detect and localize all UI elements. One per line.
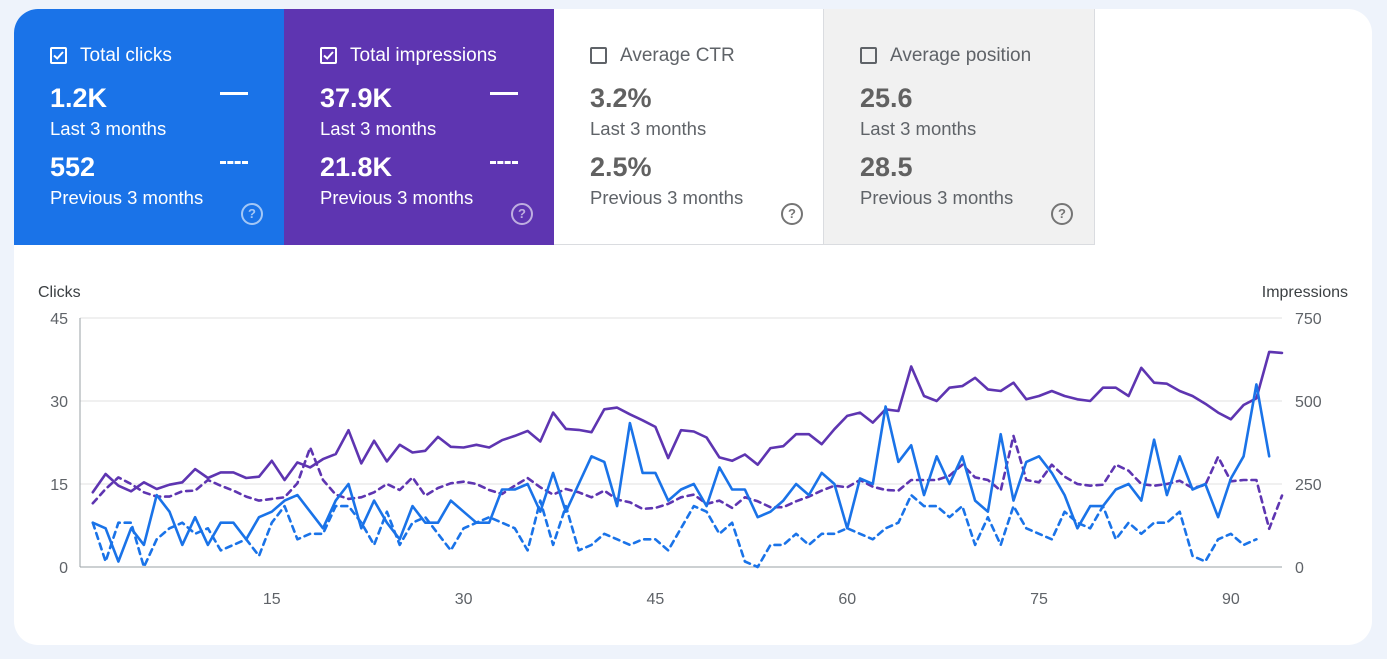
checkbox-average-position[interactable] bbox=[860, 47, 877, 64]
metric-label: Average position bbox=[890, 45, 1032, 66]
right-y-tick-label: 250 bbox=[1295, 477, 1322, 494]
metric-current-value: 1.2K bbox=[50, 83, 108, 113]
metric-current-period: Last 3 months bbox=[860, 118, 977, 139]
right-axis-title: Impressions bbox=[1261, 284, 1348, 301]
x-tick-label: 30 bbox=[455, 591, 473, 608]
left-y-tick-label: 45 bbox=[50, 311, 68, 328]
left-axis-title: Clicks bbox=[38, 284, 81, 301]
right-y-tick-label: 0 bbox=[1295, 560, 1304, 577]
metric-previous-value: 21.8K bbox=[320, 152, 393, 182]
right-y-tick-label: 500 bbox=[1295, 394, 1322, 411]
x-tick-label: 45 bbox=[647, 591, 665, 608]
series-line-2 bbox=[91, 383, 1271, 563]
series-line-1 bbox=[91, 434, 1284, 531]
check-icon bbox=[53, 51, 64, 60]
metric-previous-period: Previous 3 months bbox=[320, 187, 474, 208]
x-tick-label: 60 bbox=[838, 591, 856, 608]
metric-current-value: 25.6 bbox=[860, 83, 913, 113]
checkbox-total-impressions[interactable] bbox=[320, 47, 337, 64]
metric-current-period: Last 3 months bbox=[50, 118, 167, 139]
performance-card: Total clicks 1.2K Last 3 months 552 Prev… bbox=[14, 9, 1372, 645]
metric-previous-period: Previous 3 months bbox=[590, 187, 744, 208]
dashed-line-legend-icon bbox=[220, 161, 248, 164]
help-icon[interactable]: ? bbox=[1051, 203, 1073, 225]
left-y-tick-label: 15 bbox=[50, 477, 68, 494]
checkbox-average-ctr[interactable] bbox=[590, 47, 607, 64]
left-y-tick-label: 30 bbox=[50, 394, 68, 411]
metric-previous-value: 552 bbox=[50, 152, 96, 182]
metric-label: Total impressions bbox=[350, 45, 497, 66]
check-icon bbox=[323, 51, 334, 60]
metric-tile-average-position[interactable]: Average position 25.6 Last 3 months 28.5… bbox=[823, 9, 1095, 245]
series-line-3 bbox=[91, 493, 1258, 569]
metric-tile-total-impressions[interactable]: Total impressions 37.9K Last 3 months 21… bbox=[284, 9, 554, 245]
checkbox-total-clicks[interactable] bbox=[50, 47, 67, 64]
help-icon[interactable]: ? bbox=[781, 203, 803, 225]
metric-tile-total-clicks[interactable]: Total clicks 1.2K Last 3 months 552 Prev… bbox=[14, 9, 284, 245]
performance-chart: 45 750 30 500 15 250 0 0 15 30 45 60 75 90 bbox=[50, 311, 1322, 608]
x-tick-label: 75 bbox=[1030, 591, 1048, 608]
x-tick-label: 90 bbox=[1222, 591, 1240, 608]
metric-current-value: 3.2% bbox=[590, 83, 652, 113]
metric-previous-value: 2.5% bbox=[590, 152, 652, 182]
solid-line-legend-icon bbox=[220, 92, 248, 95]
solid-line-legend-icon bbox=[490, 92, 518, 95]
right-y-tick-label: 750 bbox=[1295, 311, 1322, 328]
metric-previous-value: 28.5 bbox=[860, 152, 913, 182]
metric-label: Average CTR bbox=[620, 45, 735, 66]
dashed-line-legend-icon bbox=[490, 161, 518, 164]
left-y-tick-label: 0 bbox=[59, 560, 68, 577]
help-icon[interactable]: ? bbox=[511, 203, 533, 225]
metric-previous-period: Previous 3 months bbox=[860, 187, 1014, 208]
metric-tile-average-ctr[interactable]: Average CTR 3.2% Last 3 months 2.5% Prev… bbox=[554, 9, 824, 245]
metric-current-period: Last 3 months bbox=[320, 118, 437, 139]
metric-current-period: Last 3 months bbox=[590, 118, 707, 139]
metric-label: Total clicks bbox=[80, 45, 172, 66]
x-tick-label: 15 bbox=[263, 591, 281, 608]
metric-tiles: Total clicks 1.2K Last 3 months 552 Prev… bbox=[14, 9, 1095, 245]
metric-previous-period: Previous 3 months bbox=[50, 187, 204, 208]
help-icon[interactable]: ? bbox=[241, 203, 263, 225]
series-line-0 bbox=[91, 350, 1284, 494]
metric-current-value: 37.9K bbox=[320, 83, 393, 113]
